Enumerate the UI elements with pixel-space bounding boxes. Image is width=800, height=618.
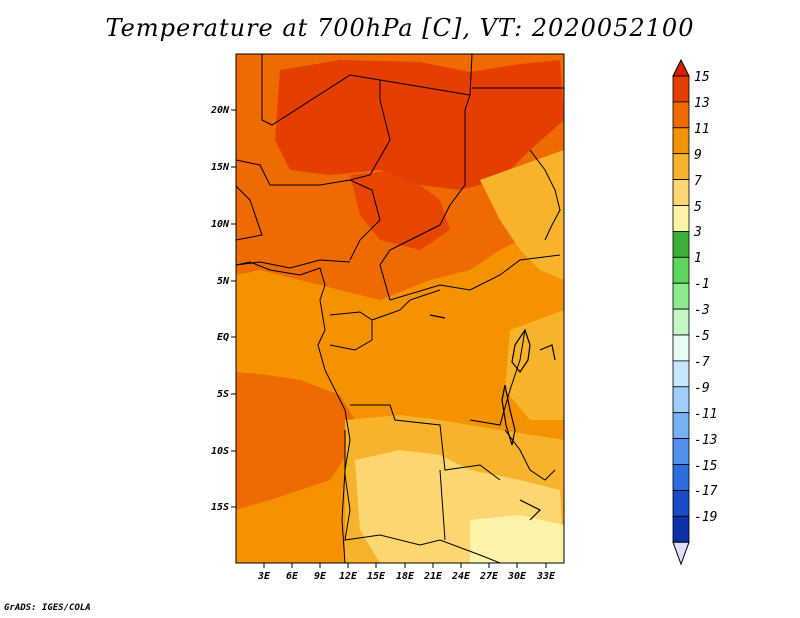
colorbar-segment — [672, 464, 690, 491]
lat-label-20n: 20N — [210, 105, 230, 116]
lon-label-15e: 15E — [367, 571, 386, 582]
lon-label-18e: 18E — [396, 571, 415, 582]
colorbar-label: 13 — [694, 95, 710, 111]
lat-axis: 20N 15N 10N 5N EQ 5S 10S 15S — [210, 105, 236, 513]
colorbar — [672, 58, 690, 566]
colorbar-top-arrow — [672, 58, 690, 77]
lon-label-30e: 30E — [507, 571, 527, 582]
credit-text: GrADS: IGES/COLA — [4, 603, 91, 613]
colorbar-label: -9 — [694, 380, 710, 396]
lon-label-6e: 6E — [286, 571, 299, 582]
colorbar-label: -19 — [694, 510, 718, 526]
lakes — [429, 314, 556, 521]
lat-label-5s: 5S — [217, 389, 229, 400]
colorbar-label: -5 — [694, 329, 710, 344]
colorbar-segment — [672, 334, 690, 362]
lon-label-9e: 9E — [314, 571, 327, 582]
lat-label-eq: EQ — [217, 332, 229, 343]
colorbar-label: 9 — [694, 147, 702, 163]
colorbar-segment — [672, 153, 690, 180]
colorbar-label: 11 — [694, 121, 710, 137]
lon-label-3e: 3E — [257, 571, 271, 582]
colorbar-segment — [672, 489, 690, 517]
colorbar-segment — [672, 360, 690, 388]
map-title: Temperature at 700hPa [C], VT: 202005210… — [105, 14, 695, 42]
colorbar-label: 1 — [694, 251, 702, 267]
colorbar-label: 7 — [694, 173, 702, 189]
lon-label-24e: 24E — [451, 571, 471, 582]
colorbar-segment — [672, 256, 690, 284]
colorbar-segment — [672, 515, 690, 543]
colorbar-label: -13 — [694, 432, 718, 448]
colorbar-label: -3 — [694, 303, 710, 319]
map-frame — [235, 53, 565, 564]
colorbar-segment — [672, 179, 690, 206]
colorbar-segment — [672, 230, 690, 258]
colorbar-segment — [672, 127, 690, 155]
colorbar-segment — [672, 308, 690, 336]
colorbar-segment — [672, 282, 690, 310]
lat-label-15n: 15N — [211, 162, 230, 173]
colorbar-segment — [672, 205, 690, 232]
lat-label-15s: 15S — [211, 502, 229, 513]
colorbar-segment — [672, 75, 690, 103]
colorbar-segment — [672, 412, 690, 440]
colorbar-label: 3 — [694, 225, 702, 241]
colorbar-label: 5 — [694, 199, 702, 215]
lon-label-33e: 33E — [536, 571, 556, 582]
colorbar-bottom-arrow — [672, 541, 690, 566]
colorbar-label: -17 — [694, 484, 718, 500]
lon-axis: 3E 6E 9E 12E 15E 18E 21E 24E 27E 30E 33E — [257, 563, 556, 582]
colorbar-label: -1 — [694, 277, 710, 293]
colorbar-label: 15 — [694, 70, 710, 85]
lat-label-5n: 5N — [217, 276, 230, 287]
lon-label-21e: 21E — [423, 571, 443, 582]
lat-label-10n: 10N — [211, 219, 230, 230]
colorbar-segment — [672, 101, 690, 129]
country-borders — [236, 54, 564, 563]
colorbar-label: -7 — [694, 354, 710, 370]
map-field — [236, 54, 564, 563]
colorbar-label: -11 — [694, 406, 718, 422]
colorbar-segment — [672, 386, 690, 414]
colorbar-segment — [672, 438, 690, 465]
lon-label-12e: 12E — [339, 571, 358, 582]
lat-label-10s: 10S — [211, 446, 229, 457]
colorbar-label: -15 — [694, 458, 718, 474]
lon-label-27e: 27E — [479, 571, 499, 582]
